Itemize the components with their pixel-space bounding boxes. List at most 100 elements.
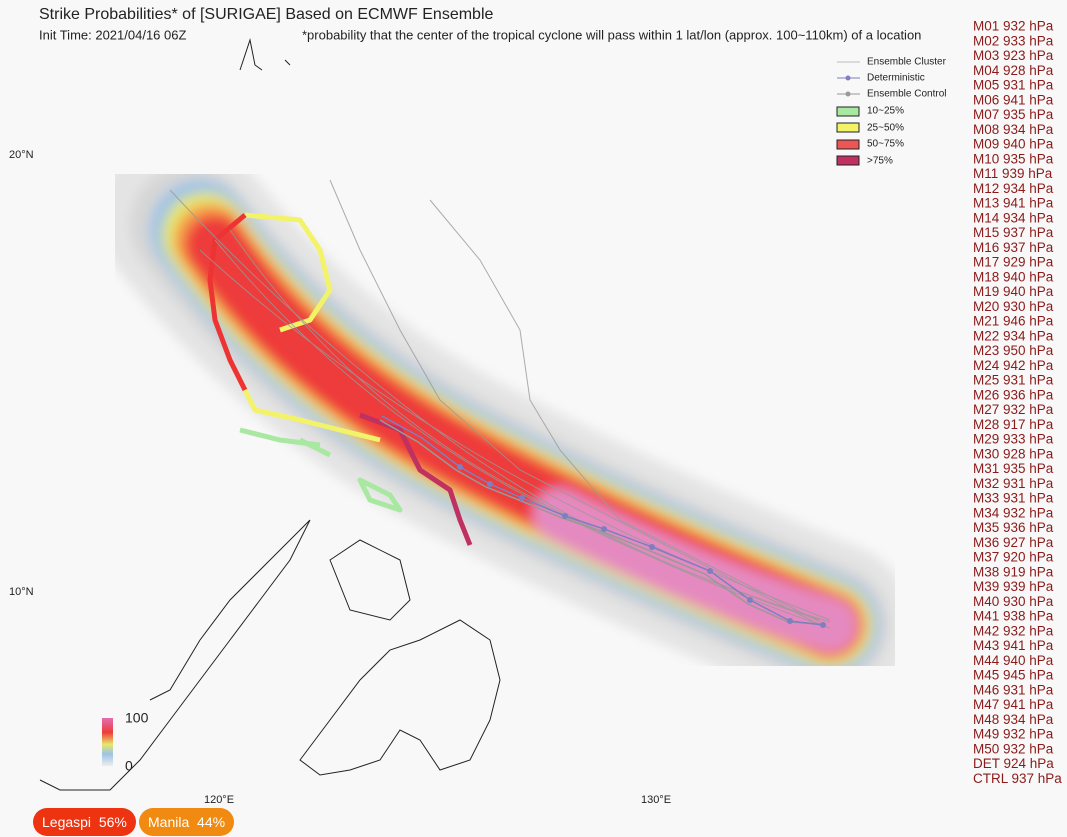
- lon-label: 120°E: [204, 794, 234, 806]
- control-track: [379, 419, 823, 625]
- member-pressure: M45 945 hPa: [973, 668, 1054, 683]
- member-pressure: M18 940 hPa: [973, 269, 1054, 284]
- member-pressure: M40 930 hPa: [973, 594, 1054, 609]
- member-pressure: M27 932 hPa: [973, 402, 1054, 417]
- lat-label: 10°N: [9, 586, 34, 598]
- deterministic-points: [457, 464, 826, 628]
- member-pressure: M43 941 hPa: [973, 638, 1054, 653]
- member-pressure: M11 939 hPa: [973, 166, 1053, 181]
- mindanao: [299, 619, 501, 776]
- badge-prob: 56%: [98, 814, 127, 830]
- badge[interactable]: Legaspi 56%: [33, 808, 136, 836]
- track: [429, 199, 821, 623]
- legend-label: Deterministic: [867, 73, 925, 84]
- legend-label: 50~75%: [867, 139, 904, 150]
- member-pressure: M37 920 hPa: [973, 550, 1054, 565]
- title: Strike Probabilities* of [SURIGAE] Based…: [39, 6, 493, 23]
- badge-city: Legaspi: [42, 814, 92, 830]
- point: [519, 495, 525, 501]
- colorbar-max: 100: [125, 710, 149, 726]
- track: [169, 189, 821, 621]
- islands: [239, 38, 291, 71]
- member-pressure: M42 932 hPa: [973, 623, 1054, 638]
- track: [229, 229, 831, 629]
- member-pressure: M46 931 hPa: [973, 682, 1054, 697]
- member-pressure: M07 935 hPa: [973, 107, 1054, 122]
- member-pressure: M12 934 hPa: [973, 181, 1054, 196]
- member-pressure: M17 929 hPa: [973, 255, 1054, 270]
- member-pressure: M41 938 hPa: [973, 609, 1054, 624]
- province-outlines: [207, 212, 473, 546]
- point: [562, 513, 568, 519]
- member-pressure: M16 937 hPa: [973, 240, 1054, 255]
- member-pressure: M28 917 hPa: [973, 417, 1054, 432]
- member-pressure: M47 941 hPa: [973, 697, 1054, 712]
- point: [649, 544, 655, 550]
- province: [244, 212, 333, 333]
- member-pressure: M06 941 hPa: [973, 92, 1054, 107]
- legend-label: Ensemble Cluster: [867, 57, 947, 68]
- member-pressure: M20 930 hPa: [973, 299, 1054, 314]
- member-pressure: M05 931 hPa: [973, 78, 1054, 93]
- footnote: *probability that the center of the trop…: [302, 27, 921, 42]
- legend-label: Ensemble Control: [867, 89, 946, 100]
- member-pressure: M30 928 hPa: [973, 446, 1054, 461]
- province: [207, 213, 248, 392]
- member-pressure: M03 923 hPa: [973, 48, 1054, 63]
- member-pressure: M14 934 hPa: [973, 210, 1054, 225]
- province: [239, 427, 332, 458]
- member-pressure: M48 934 hPa: [973, 712, 1054, 727]
- point: [487, 481, 493, 487]
- legend-label: 10~25%: [867, 106, 904, 117]
- member-pressure: M24 942 hPa: [973, 358, 1054, 373]
- member-pressure: M08 934 hPa: [973, 122, 1054, 137]
- colorbar: [102, 718, 113, 766]
- member-pressure: M15 937 hPa: [973, 225, 1054, 240]
- point: [601, 526, 607, 532]
- member-pressure: DET 924 hPa: [973, 756, 1054, 771]
- member-pressure: M04 928 hPa: [973, 63, 1054, 78]
- point: [707, 568, 713, 574]
- member-pressure: M01 932 hPa: [973, 19, 1054, 34]
- deterministic-track: [381, 415, 824, 626]
- badge[interactable]: Manila 44%: [139, 808, 235, 836]
- member-pressure: M09 940 hPa: [973, 137, 1054, 152]
- member-pressure: M36 927 hPa: [973, 535, 1054, 550]
- legend-label: >75%: [867, 156, 893, 167]
- province: [242, 388, 381, 443]
- member-pressure: M34 932 hPa: [973, 505, 1054, 520]
- member-pressure: M26 936 hPa: [973, 387, 1054, 402]
- member-pressure: M13 941 hPa: [973, 196, 1054, 211]
- legend-swatch: [836, 139, 860, 150]
- member-pressure: M33 931 hPa: [973, 491, 1054, 506]
- member-pressure: M38 919 hPa: [973, 564, 1054, 579]
- legend-swatch: [836, 106, 860, 117]
- member-pressure: M21 946 hPa: [973, 314, 1054, 329]
- init-time: Init Time: 2021/04/16 06Z: [39, 27, 186, 42]
- member-pressure: M44 940 hPa: [973, 653, 1054, 668]
- legend-swatch: [836, 122, 860, 133]
- member-pressure: M02 933 hPa: [973, 33, 1054, 48]
- badge-city: Manila: [148, 814, 190, 830]
- member-pressure: M49 932 hPa: [973, 727, 1054, 742]
- palawan: [39, 519, 311, 791]
- member-pressure: M31 935 hPa: [973, 461, 1054, 476]
- legend-label: 25~50%: [867, 123, 904, 134]
- member-pressure: M39 939 hPa: [973, 579, 1054, 594]
- visayas: [329, 539, 411, 621]
- member-pressure: M50 932 hPa: [973, 741, 1054, 756]
- coastlines: [39, 38, 501, 791]
- member-pressure: M35 936 hPa: [973, 520, 1054, 535]
- track: [329, 179, 821, 626]
- point: [457, 464, 463, 470]
- legend: [836, 61, 860, 166]
- member-pressure: M19 940 hPa: [973, 284, 1054, 299]
- member-pressure: M10 935 hPa: [973, 151, 1054, 166]
- province: [357, 477, 403, 513]
- ensemble-tracks: [169, 179, 831, 629]
- lat-label: 20°N: [9, 149, 34, 161]
- member-pressure: M23 950 hPa: [973, 343, 1054, 358]
- member-pressure: M22 934 hPa: [973, 328, 1054, 343]
